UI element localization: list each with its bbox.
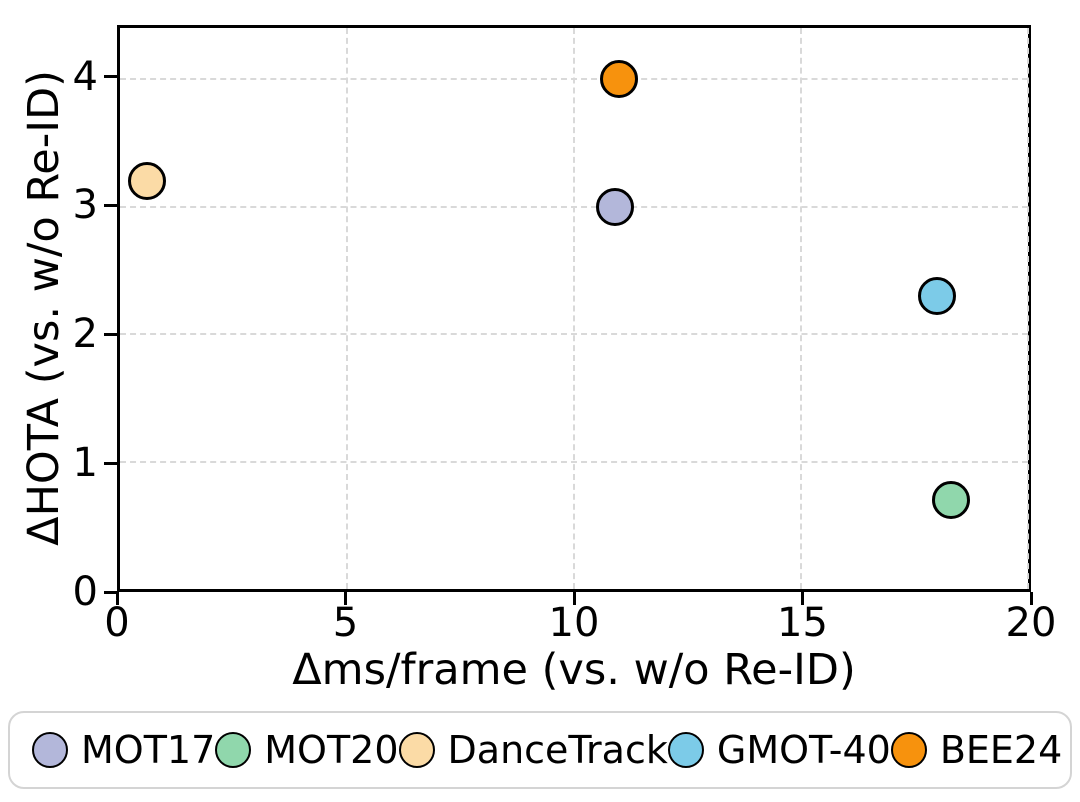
gridline-x-5 xyxy=(346,28,348,589)
x-tick-label-10: 10 xyxy=(548,600,600,646)
legend-label-gmot-40: GMOT-40 xyxy=(716,728,891,772)
points-layer xyxy=(120,28,1028,589)
y-tick-3 xyxy=(104,203,117,207)
grid-layer xyxy=(120,28,1029,589)
point-bee24 xyxy=(600,60,639,98)
point-mot17 xyxy=(595,187,634,226)
legend-marker-mot17-icon xyxy=(32,732,68,768)
gridline-x-20 xyxy=(1027,28,1029,589)
x-axis-title: Δms/frame (vs. w/o Re-ID) xyxy=(292,645,856,695)
gridline-y-3 xyxy=(120,205,1028,208)
y-tick-label-2: 2 xyxy=(72,311,98,358)
y-axis-title: ΔHOTA (vs. w/o Re-ID) xyxy=(19,70,69,546)
legend-item-gmot-40: GMOT-40 xyxy=(667,728,891,772)
x-tick-label-0: 0 xyxy=(104,600,130,646)
x-tick-0 xyxy=(115,592,119,605)
legend-item-dancetrack: DanceTrack xyxy=(398,728,668,772)
legend-item-mot20: MOT20 xyxy=(215,728,399,772)
x-tick-label-15: 15 xyxy=(777,600,828,646)
legend-marker-gmot-40-icon xyxy=(667,732,704,768)
y-tick-label-1: 1 xyxy=(72,440,98,487)
x-tick-label-20: 20 xyxy=(1005,600,1057,646)
legend-marker-dancetrack-icon xyxy=(398,732,435,768)
gridline-y-1 xyxy=(120,460,1028,463)
point-mot20 xyxy=(931,480,970,519)
legend-item-bee24: BEE24 xyxy=(890,728,1063,772)
legend-label-mot17: MOT17 xyxy=(81,728,216,772)
point-dancetrack xyxy=(128,162,167,200)
x-tick-5 xyxy=(344,592,347,605)
y-tick-1 xyxy=(104,461,117,465)
legend-item-mot17: MOT17 xyxy=(32,728,215,772)
y-tick-label-0: 0 xyxy=(72,569,98,615)
y-tick-2 xyxy=(104,332,117,336)
point-gmot-40 xyxy=(918,276,957,315)
x-axis-tick-labels: 0 5 10 15 20 xyxy=(104,600,1056,646)
x-tick-15 xyxy=(801,592,804,605)
gridline-y-2 xyxy=(120,333,1028,335)
x-tick-10 xyxy=(572,592,576,605)
y-axis-tick-labels: 0 1 2 3 4 xyxy=(0,25,98,615)
gridline-x-15 xyxy=(800,28,802,589)
legend-marker-mot20-icon xyxy=(215,732,252,768)
legend-marker-bee24-icon xyxy=(890,732,927,768)
gridline-x-10 xyxy=(573,28,575,589)
legend-label-dancetrack: DanceTrack xyxy=(447,728,668,772)
legend: MOT17 MOT20 DanceTrack GMOT-40 BEE24 xyxy=(8,711,1072,789)
x-tick-20 xyxy=(1029,592,1033,605)
gridline-y-4 xyxy=(120,78,1028,80)
legend-label-bee24: BEE24 xyxy=(939,728,1063,772)
y-tick-0 xyxy=(104,590,117,594)
x-tick-label-5: 5 xyxy=(332,600,359,646)
y-tick-4 xyxy=(104,75,117,79)
y-tick-label-3: 3 xyxy=(72,182,98,229)
plot-area xyxy=(117,25,1031,592)
y-tick-label-4: 4 xyxy=(72,53,98,100)
legend-label-mot20: MOT20 xyxy=(264,728,399,772)
